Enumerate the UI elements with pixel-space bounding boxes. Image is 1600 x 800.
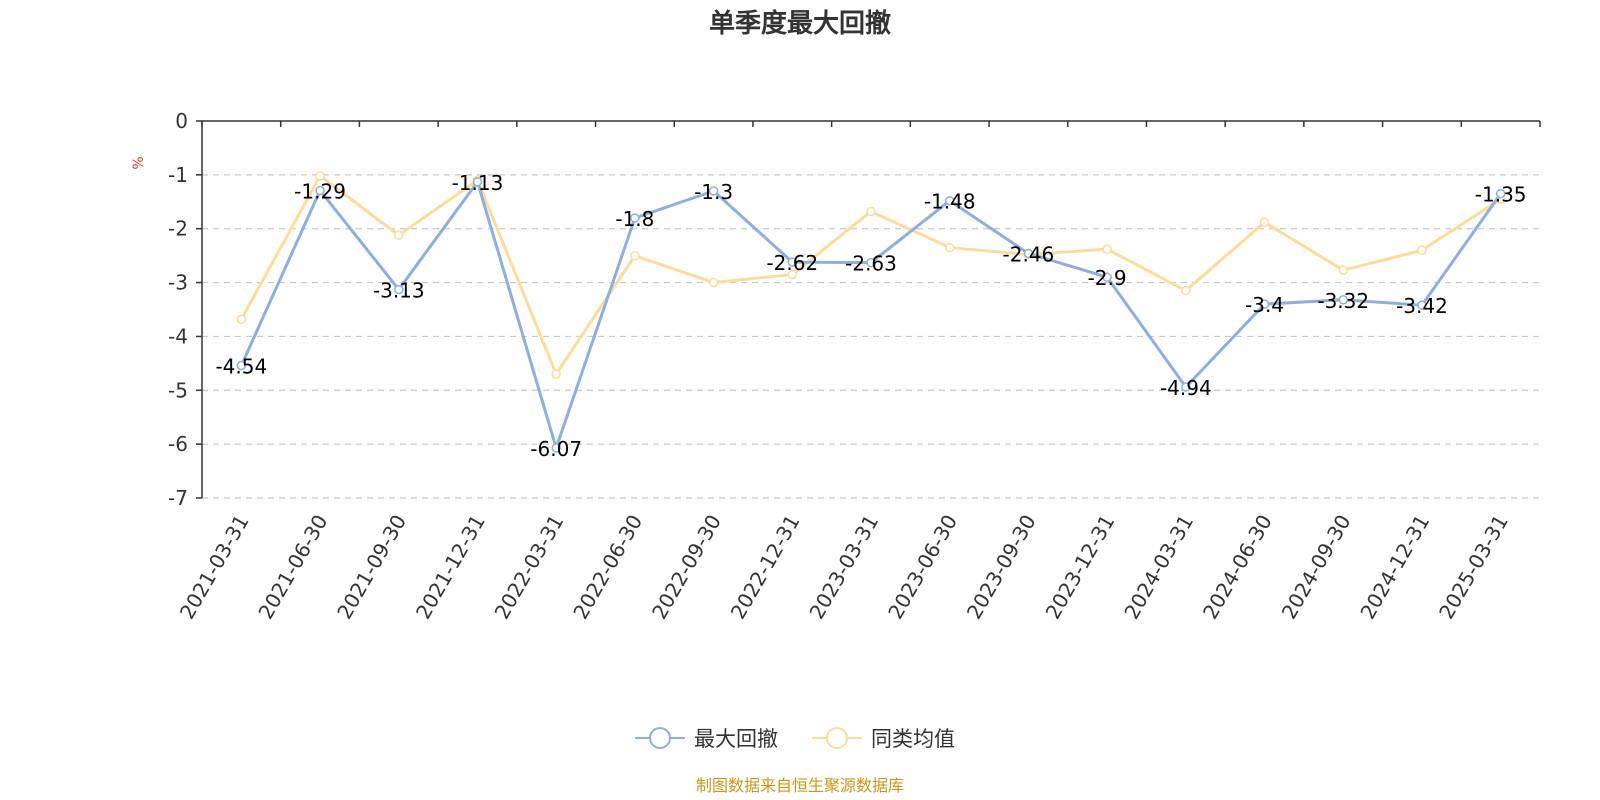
grid-lines: [202, 174, 1540, 499]
y-tick-label: -1: [168, 163, 188, 187]
data-point: [787, 269, 798, 280]
data-point: [472, 177, 483, 187]
x-tick-label: 2022-09-30: [647, 511, 726, 624]
data-label: -2.46: [1003, 242, 1055, 266]
y-tick-label: -4: [168, 324, 188, 348]
data-point: [236, 360, 247, 371]
x-tick-label: 2023-09-30: [962, 511, 1041, 624]
data-point: [394, 284, 404, 295]
source-note: 制图数据来自恒生聚源数据库: [696, 776, 904, 795]
data-label: -3.32: [1317, 289, 1369, 313]
legend-marker-peer-average: [826, 727, 848, 749]
data-point: [708, 277, 719, 288]
legend-label-max-drawdown: 最大回撤: [694, 727, 778, 751]
series-line-max-drawdown: [239, 180, 1502, 450]
data-point: [1181, 285, 1191, 296]
data-point: [1181, 382, 1191, 392]
data-point: [551, 443, 561, 453]
data-point: [315, 171, 325, 181]
data-point: [1102, 244, 1112, 254]
data-point: [1023, 248, 1034, 259]
data-label: -2.63: [845, 252, 897, 276]
x-tick-label: 2021-12-31: [411, 511, 490, 624]
data-label: -2.9: [1088, 266, 1127, 290]
data-label: -6.07: [530, 437, 582, 461]
x-tick-label: 2024-12-31: [1355, 511, 1434, 624]
data-point: [1495, 188, 1506, 199]
data-label: -1.35: [1475, 183, 1527, 207]
y-axis-unit: %: [131, 156, 147, 169]
x-tick-label: 2022-06-30: [568, 511, 647, 624]
data-label: -1.48: [924, 190, 976, 214]
x-tick-label: 2021-06-30: [253, 511, 332, 624]
data-label: -1.29: [294, 179, 346, 203]
data-point: [630, 250, 640, 261]
data-label: -4.54: [215, 355, 267, 379]
y-tick-label: -2: [168, 217, 188, 241]
legend-item-peer-average[interactable]: 同类均值: [812, 727, 955, 751]
data-point: [1338, 295, 1348, 305]
data-point: [1259, 217, 1270, 228]
x-tick-label: 2023-03-31: [804, 511, 883, 624]
x-tick-label: 2024-03-31: [1119, 511, 1198, 624]
x-tick-label: 2024-09-30: [1277, 511, 1356, 624]
data-point: [944, 195, 955, 206]
data-label: -3.42: [1396, 294, 1448, 318]
data-label: -4.94: [1160, 376, 1212, 400]
data-point: [1102, 272, 1112, 282]
y-tick-label: -5: [168, 378, 188, 402]
data-point: [236, 314, 247, 324]
data-point: [1417, 245, 1427, 256]
data-labels: -4.54 -1.29 -3.13 -1.13 -6.07 -1.8 -1.3 -2.62 -2…: [215, 171, 1526, 461]
x-tick-label: 2021-09-30: [332, 511, 411, 624]
x-tick-label: 2024-06-30: [1198, 511, 1277, 624]
y-tick-label: -3: [168, 271, 188, 295]
data-point: [630, 213, 640, 223]
x-tick-label: 2022-03-31: [490, 511, 569, 624]
legend[interactable]: 最大回撤 同类均值: [635, 727, 955, 751]
data-point: [1417, 300, 1427, 310]
data-point: [551, 369, 561, 379]
chart-title: 单季度最大回撤: [709, 8, 891, 39]
y-tick-label: -7: [168, 486, 188, 510]
data-point: [866, 257, 876, 268]
x-tick-label: 2022-12-31: [726, 511, 805, 624]
data-label: -1.3: [694, 180, 733, 204]
data-label: -3.13: [373, 279, 425, 303]
x-tick-label: 2023-12-31: [1041, 511, 1120, 624]
x-tick-label: 2023-06-30: [883, 510, 962, 623]
data-point: [1338, 265, 1348, 275]
data-point: [1259, 299, 1270, 309]
data-label: -1.8: [615, 207, 654, 231]
x-tick-label: 2021-03-31: [175, 511, 254, 624]
series-lines: [236, 171, 1506, 453]
legend-marker-max-drawdown: [649, 727, 671, 749]
data-point: [866, 206, 876, 217]
data-point: [315, 185, 325, 196]
legend-label-peer-average: 同类均值: [871, 727, 955, 751]
data-label: -1.13: [452, 171, 504, 195]
data-point: [708, 186, 719, 196]
y-tick-label: -6: [168, 432, 188, 456]
data-point: [394, 230, 404, 240]
y-tick-label: 0: [175, 109, 188, 133]
data-point: [944, 242, 955, 253]
data-label: -3.4: [1245, 293, 1284, 317]
data-point: [787, 257, 798, 267]
x-tick-label: 2025-03-31: [1434, 511, 1513, 624]
data-label: -2.62: [766, 251, 818, 275]
legend-item-max-drawdown[interactable]: 最大回撤: [635, 727, 778, 751]
